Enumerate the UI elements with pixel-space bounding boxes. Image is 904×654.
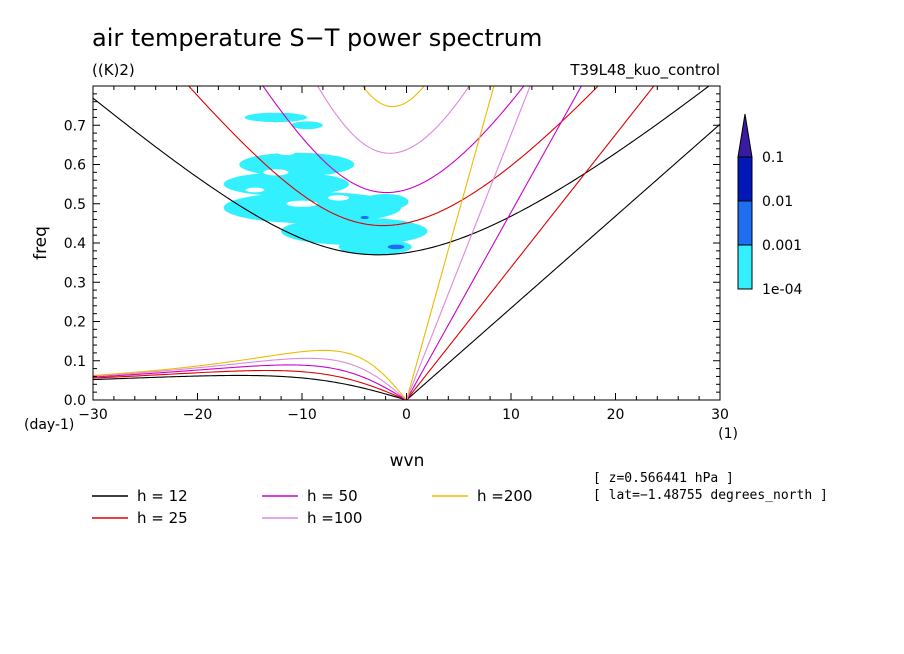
y-tick-label: 0.3 bbox=[64, 275, 86, 291]
legend: h = 12 h = 25 h = 50 h =100 h =200 bbox=[92, 487, 532, 527]
rossby-curve-h200 bbox=[93, 349, 407, 400]
legend-label: h = 12 bbox=[137, 487, 188, 505]
lat-info: [ lat=−1.48755 degrees_north ] bbox=[593, 488, 828, 503]
ig-curve-h25 bbox=[187, 86, 599, 227]
x-tick-label: −30 bbox=[78, 407, 108, 423]
contour-gap bbox=[286, 200, 318, 207]
ig-curve-h12 bbox=[93, 86, 710, 256]
colorbar-segment bbox=[737, 156, 753, 202]
colorbar-label: 0.001 bbox=[762, 238, 802, 254]
colorbar-segment bbox=[737, 244, 753, 290]
rossby-curve-h25 bbox=[93, 369, 407, 400]
x-unit-label: (1) bbox=[718, 426, 738, 442]
rossby-curve-h12 bbox=[93, 374, 407, 400]
kelvin-curve-h200 bbox=[405, 86, 495, 400]
kelvin-curve-h12 bbox=[406, 123, 720, 400]
contour-blob bbox=[360, 215, 369, 220]
rossby-curve-h100 bbox=[93, 357, 407, 400]
contour-blob bbox=[387, 244, 405, 250]
kelvin-curve-h25 bbox=[406, 86, 655, 400]
colorbar-label: 0.01 bbox=[762, 194, 793, 210]
x-tick-label: 10 bbox=[502, 407, 520, 423]
colorbar-label: 0.1 bbox=[762, 150, 784, 166]
dispersion-curves bbox=[93, 86, 720, 400]
legend-label: h = 25 bbox=[137, 509, 188, 527]
contour-gap bbox=[245, 187, 265, 193]
z-info: [ z=0.566441 hPa ] bbox=[593, 471, 734, 486]
legend-label: h =200 bbox=[477, 487, 532, 505]
units-label: ((K)2) bbox=[92, 61, 135, 79]
y-tick-label: 0.1 bbox=[64, 354, 86, 370]
x-tick-label: 30 bbox=[711, 407, 729, 423]
y-axis-label: freq bbox=[31, 226, 51, 260]
experiment-label: T39L48_kuo_control bbox=[569, 61, 720, 80]
power-contours bbox=[223, 112, 428, 255]
colorbar-segment bbox=[737, 200, 753, 246]
colorbar-label: 1e-04 bbox=[762, 282, 802, 298]
kelvin-curve-h50 bbox=[406, 86, 583, 400]
kelvin-curve-h100 bbox=[405, 86, 531, 400]
contour-blob bbox=[281, 217, 428, 245]
y-tick-label: 0.2 bbox=[64, 315, 86, 331]
contour-blob bbox=[291, 121, 323, 130]
legend-label: h = 50 bbox=[307, 487, 358, 505]
y-tick-label: 0.4 bbox=[64, 236, 86, 252]
x-tick-label: −10 bbox=[287, 407, 317, 423]
x-tick-label: 20 bbox=[607, 407, 625, 423]
y-tick-label: 0.6 bbox=[64, 158, 86, 174]
y-tick-label: 0.0 bbox=[64, 393, 86, 409]
rossby-curve-h50 bbox=[93, 364, 407, 400]
chart-title: air temperature S−T power spectrum bbox=[92, 24, 542, 52]
y-tick-label: 0.5 bbox=[64, 197, 86, 213]
legend-label: h =100 bbox=[307, 509, 362, 527]
y-tick-label: 0.7 bbox=[64, 118, 86, 134]
y-unit-label: (day-1) bbox=[24, 417, 74, 433]
colorbar-arrow bbox=[737, 113, 753, 158]
colorbar: 0.1 0.01 0.001 1e-04 bbox=[737, 113, 802, 298]
contour-blob bbox=[338, 239, 412, 255]
contour-gap bbox=[328, 195, 350, 201]
contour-blob bbox=[244, 112, 308, 123]
contour-gap bbox=[263, 169, 289, 176]
contour-blob bbox=[362, 193, 409, 210]
contour-gap bbox=[277, 150, 295, 156]
ig-curve-h100 bbox=[316, 86, 470, 154]
ig-curve-h50 bbox=[262, 86, 525, 194]
x-tick-label: −20 bbox=[183, 407, 213, 423]
x-tick-label: 0 bbox=[402, 407, 411, 423]
ig-curve-h200 bbox=[361, 86, 425, 108]
contour-blob bbox=[223, 191, 402, 224]
axis-ticks bbox=[92, 85, 721, 401]
x-axis-label: wvn bbox=[390, 451, 425, 471]
